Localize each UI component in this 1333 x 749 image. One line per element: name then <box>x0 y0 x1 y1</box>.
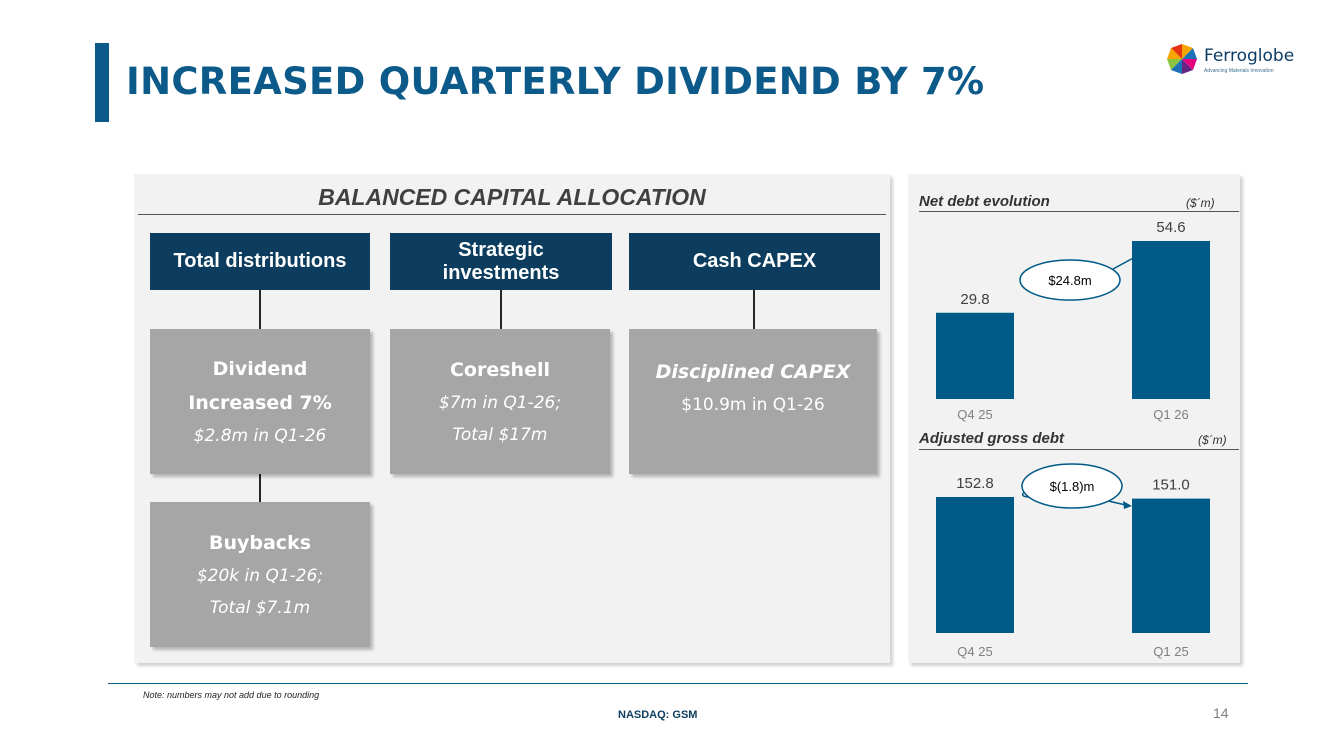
logo-name: Ferroglobe <box>1204 46 1295 66</box>
card-detail: Total $17m <box>452 424 548 445</box>
change-label: $24.8m <box>1048 273 1091 288</box>
card-detail: Total $7.1m <box>209 597 311 618</box>
card-title: Coreshell <box>449 358 550 381</box>
data-label: 151.0 <box>1152 477 1190 494</box>
capex-card: Disciplined CAPEX $10.9m in Q1-26 <box>629 329 877 474</box>
chart-title: Adjusted gross debt <box>919 430 1065 447</box>
globe-logo-icon <box>1167 44 1197 74</box>
chart-unit: ($´m) <box>1198 433 1227 447</box>
header-label: Total distributions <box>173 250 347 272</box>
chart-bar <box>1132 241 1210 399</box>
chart-unit: ($´m) <box>1186 196 1215 210</box>
debt-charts-panel: Net debt evolution ($´m) 29.8 Q4 25 54.6 Q1… <box>908 174 1240 663</box>
logo-tagline: Advancing Materials Innovation <box>1204 68 1274 74</box>
tick-label: Q1 26 <box>1153 407 1188 422</box>
page-title: INCREASED QUARTERLY DIVIDEND BY 7% <box>126 60 985 103</box>
connector-line <box>753 290 755 329</box>
footer-divider <box>108 683 1248 684</box>
chart-divider <box>919 449 1239 450</box>
chart-bar <box>1132 498 1210 633</box>
header-label: Cash CAPEX <box>692 250 817 272</box>
gross-debt-chart: 152.8 Q4 25 151.0 Q1 25 $(1.8)m <box>936 463 1210 659</box>
footnote: Note: numbers may not add due to roundin… <box>143 690 320 700</box>
data-label: 152.8 <box>956 475 994 492</box>
page-number: 14 <box>1213 705 1229 721</box>
card-title: Buybacks <box>208 531 312 554</box>
card-detail: $7m in Q1-26; <box>438 392 562 413</box>
header-label-line2: investments <box>442 261 560 284</box>
card-title: Increased 7% <box>188 391 332 414</box>
section-title: BALANCED CAPITAL ALLOCATION <box>318 184 706 210</box>
chart-bar <box>936 312 1014 399</box>
net-debt-chart: 29.8 Q4 25 54.6 Q1 26 $24.8m <box>936 219 1210 422</box>
card-title: Disciplined CAPEX <box>655 361 851 383</box>
chart-divider <box>919 211 1239 212</box>
section-divider <box>138 214 886 215</box>
data-label: 29.8 <box>960 291 989 308</box>
change-label: $(1.8)m <box>1050 479 1095 494</box>
total-distributions-header: Total distributions <box>150 233 370 290</box>
buybacks-card: Buybacks $20k in Q1-26; Total $7.1m <box>150 502 370 647</box>
header-label-line1: Strategic <box>458 238 544 261</box>
change-arrow-head <box>1141 249 1150 256</box>
card-detail: $2.8m in Q1-26 <box>193 425 327 446</box>
company-logo: Ferroglobe Advancing Materials Innovatio… <box>1166 43 1301 79</box>
change-arrow-head <box>1123 501 1132 509</box>
card-detail: $10.9m in Q1-26 <box>681 395 825 415</box>
cash-capex-header: Cash CAPEX <box>629 233 880 290</box>
data-label: 54.6 <box>1156 219 1185 236</box>
card-detail: $20k in Q1-26; <box>196 565 324 586</box>
ticker-label: NASDAQ: GSM <box>618 709 698 721</box>
chart-bar <box>936 497 1014 633</box>
capital-allocation-panel: BALANCED CAPITAL ALLOCATION Total distri… <box>134 174 890 663</box>
card-title: Dividend <box>212 357 308 380</box>
coreshell-card: Coreshell $7m in Q1-26; Total $17m <box>390 329 610 474</box>
title-accent-bar <box>95 43 109 122</box>
connector-line <box>259 474 261 502</box>
chart-title: Net debt evolution <box>919 193 1050 210</box>
dividend-card: Dividend Increased 7% $2.8m in Q1-26 <box>150 329 370 474</box>
tick-label: Q4 25 <box>957 407 992 422</box>
tick-label: Q1 25 <box>1153 644 1188 659</box>
change-bubble <box>1021 463 1123 509</box>
connector-line <box>500 290 502 329</box>
strategic-investments-header: Strategic investments <box>390 233 612 290</box>
tick-label: Q4 25 <box>957 644 992 659</box>
connector-line <box>259 290 261 329</box>
change-bubble <box>1019 259 1121 301</box>
